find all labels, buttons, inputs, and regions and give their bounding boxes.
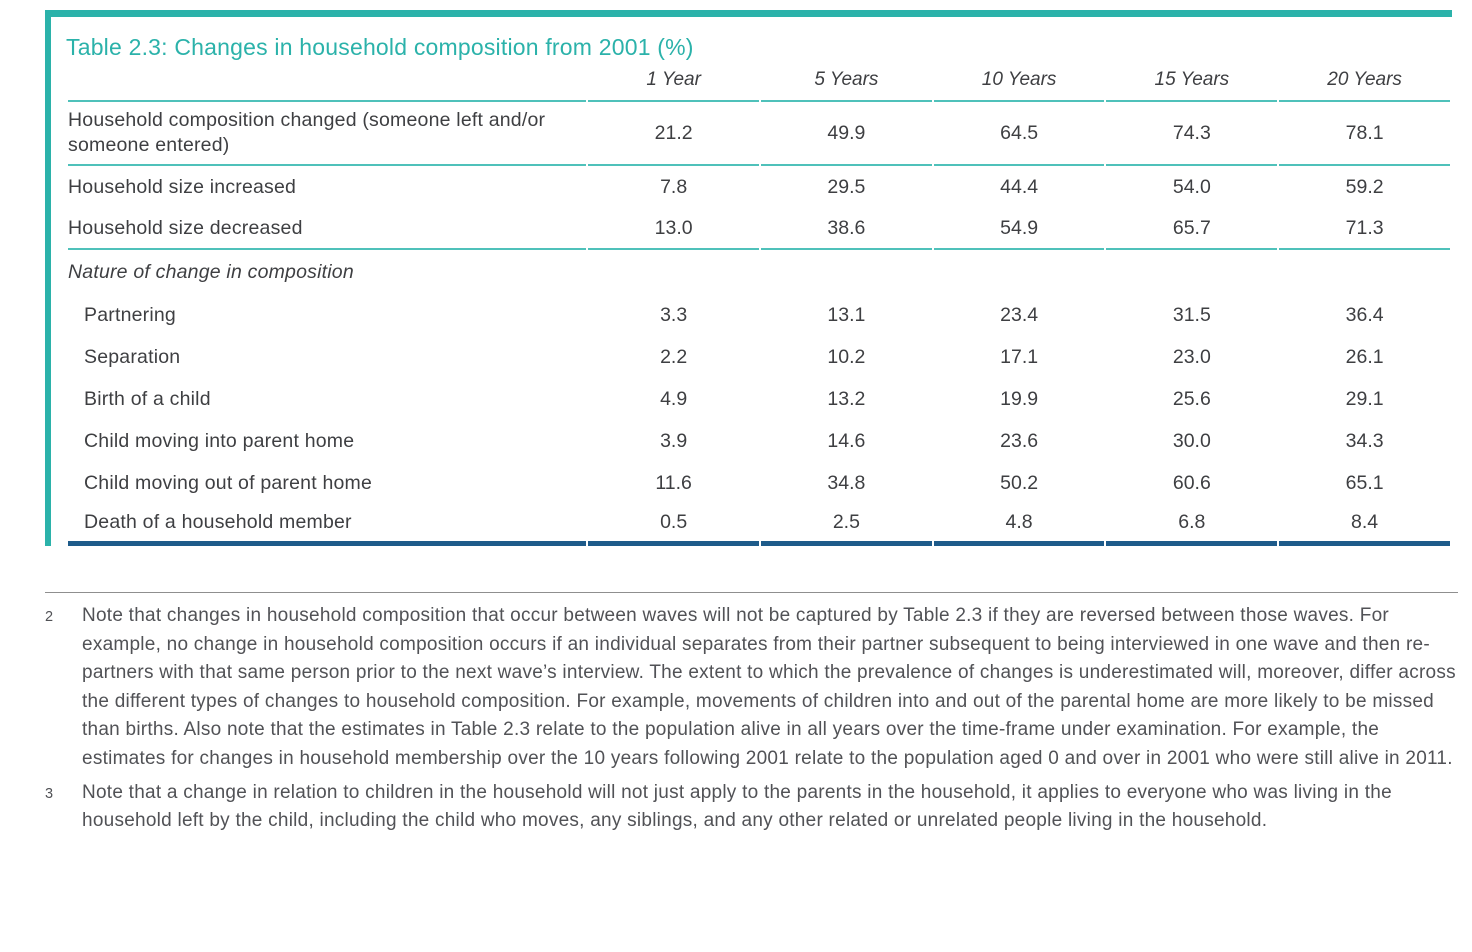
row-label: Child moving into parent home [84,429,355,452]
cell-value: 7.8 [660,175,688,198]
cell-value: 8.4 [1279,504,1450,546]
table-row: Birth of a child 4.9 13.2 19.9 25.6 29.1 [68,378,1450,420]
table-row: Household composition changed (someone l… [68,102,1450,166]
household-composition-table: 1 Year 5 Years 10 Years 15 Years 20 Years Ho… [66,62,1452,546]
cell-value: 23.4 [1000,303,1039,326]
table-title: Table 2.3: Changes in household composit… [66,34,694,60]
cell-value: 38.6 [761,208,932,250]
cell-value: 13.2 [827,387,866,410]
cell-value [934,250,1105,294]
cell-value: 29.5 [827,175,866,198]
cell-value: 2.2 [660,345,688,368]
cell-value: 13.1 [827,303,866,326]
cell-value [1279,250,1450,294]
row-label: Child moving out of parent home [84,471,373,494]
cell-value: 23.6 [1000,429,1039,452]
cell-value: 0.5 [588,504,759,546]
cell-value: 44.4 [1000,175,1039,198]
footnote-text: Note that changes in household compositi… [82,605,1456,769]
row-label: Partnering [84,303,176,326]
cell-value: 4.9 [660,387,688,410]
cell-value: 54.9 [933,208,1105,250]
cell-value: 13.0 [588,208,759,250]
table-row: Separation 2.2 10.2 17.1 23.0 26.1 [68,336,1450,378]
year-column-header: 10 Years [933,62,1105,102]
cell-value: 4.8 [933,504,1105,546]
footnote-marker: 3 [45,785,54,802]
cell-value: 21.2 [588,102,759,166]
cell-value: 29.1 [1345,387,1384,410]
row-label: Household size increased [68,175,297,198]
cell-value: 71.3 [1279,208,1450,250]
cell-value: 59.2 [1345,175,1384,198]
year-column-header: 20 Years [1279,62,1450,102]
footnotes-section: 2 Note that changes in household composit… [45,592,1458,841]
cell-value: 49.9 [761,102,932,166]
row-label: Household composition changed (someone l… [68,102,587,166]
table-row: Nature of change in composition [68,250,1450,294]
footnote: 3 Note that a change in relation to child… [45,779,1458,836]
cell-value: 3.9 [660,429,688,452]
cell-value: 11.6 [655,471,692,494]
footnote: 2 Note that changes in household composit… [45,602,1458,774]
cell-value: 65.7 [1106,208,1278,250]
cell-value [1106,250,1277,294]
cell-value: 34.3 [1345,429,1384,452]
table-card: Table 2.3: Changes in household composit… [45,10,1452,546]
cell-value: 3.3 [660,303,688,326]
cell-value: 31.5 [1172,303,1211,326]
cell-value: 65.1 [1345,471,1384,494]
table-row: Partnering 3.3 13.1 23.4 31.5 36.4 [68,294,1450,336]
cell-value: 26.1 [1345,345,1384,368]
cell-value: 50.2 [1000,471,1039,494]
table-row: Death of a household member 0.5 2.5 4.8 6.8 8… [68,504,1450,546]
cell-value: 36.4 [1345,303,1384,326]
table-row: Household size increased 7.8 29.5 44.4 54.0 5… [68,166,1450,208]
cell-value: 19.9 [1000,387,1039,410]
footnote-text: Note that a change in relation to childr… [82,781,1392,832]
cell-value: 10.2 [827,345,866,368]
table-row: Child moving out of parent home 11.6 34.8 5… [68,462,1450,504]
row-label: Household size decreased [68,208,587,250]
year-column-header: 15 Years [1106,62,1278,102]
cell-value: 14.6 [827,429,866,452]
table-header-row: 1 Year 5 Years 10 Years 15 Years 20 Years [68,62,1450,102]
cell-value: 6.8 [1106,504,1278,546]
cell-value: 17.1 [1000,345,1039,368]
cell-value [588,250,759,294]
empty-header-cell [68,62,587,102]
footnote-marker: 2 [45,609,54,625]
cell-value: 34.8 [827,471,866,494]
cell-value [761,250,932,294]
row-label: Separation [84,345,181,368]
table-row: Child moving into parent home 3.9 14.6 23.6… [68,420,1450,462]
table-row: Household size decreased 13.0 38.6 54.9 65.7… [68,208,1450,250]
row-label: Nature of change in composition [68,260,354,283]
year-column-header: 5 Years [761,62,932,102]
cell-value: 64.5 [933,102,1105,166]
cell-value: 23.0 [1172,345,1211,368]
cell-value: 54.0 [1172,175,1211,198]
cell-value: 74.3 [1106,102,1278,166]
row-label: Birth of a child [84,387,211,410]
row-label: Death of a household member [68,504,587,546]
cell-value: 60.6 [1172,471,1211,494]
cell-value: 25.6 [1172,387,1211,410]
cell-value: 78.1 [1279,102,1450,166]
cell-value: 30.0 [1172,429,1211,452]
year-column-header: 1 Year [588,62,759,102]
cell-value: 2.5 [761,504,932,546]
